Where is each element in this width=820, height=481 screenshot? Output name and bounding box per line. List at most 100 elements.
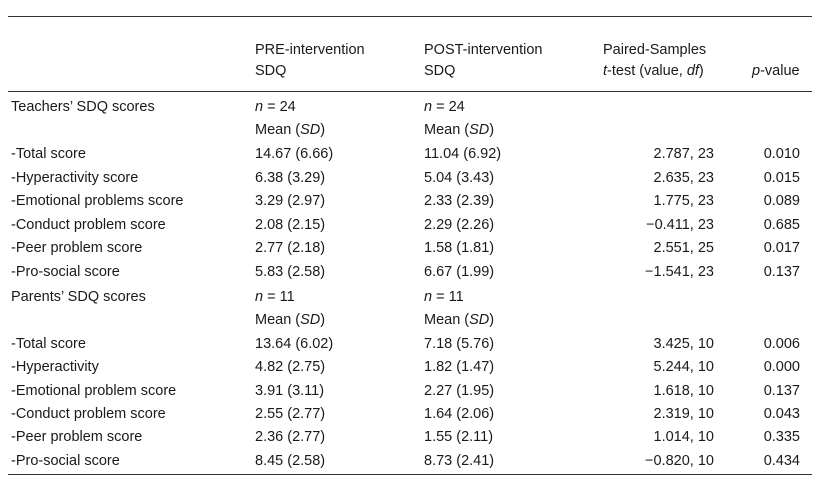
post-value: 1.55 (2.11) (424, 429, 494, 446)
ttest-value: 1.775, 23 (653, 193, 714, 209)
ttest-value: 1.618, 10 (653, 382, 714, 399)
post-value: 2.33 (2.39) (424, 193, 495, 209)
table-top-rule (8, 16, 812, 17)
p-value: 0.017 (763, 240, 800, 256)
mean-label: Mean ( (255, 312, 301, 328)
teachers-mean-sd-post: Mean (SD) (424, 119, 494, 142)
post-value: 2.27 (1.95) (424, 382, 495, 399)
pre-value: 4.82 (2.75) (255, 359, 326, 376)
pre-value: 3.91 (3.11) (255, 382, 325, 399)
sd-label: SD (300, 122, 321, 138)
header-ttest-t: t (603, 63, 608, 79)
teachers-n-pre: n = 24 (255, 96, 296, 119)
ttest-value: −1.541, 23 (645, 263, 714, 280)
sd-label: SD (469, 122, 490, 138)
table-row: -Hyperactivity 4.82 (2.75) 1.82 (1.47) 5.24… (0, 356, 820, 379)
post-value: 1.58 (1.81) (424, 240, 495, 256)
header-post-line2: SDQ (424, 63, 456, 79)
mean-label: Mean ( (424, 312, 470, 328)
ttest-value: 2.551, 25 (653, 240, 714, 256)
sd-label: SD (469, 312, 490, 328)
header-ttest-rest: -test (value, (607, 63, 687, 79)
row-label: -Pro-social score (11, 452, 120, 469)
header-ttest-line2: t-test (value, df) (603, 61, 706, 82)
table-row: -Peer problem score 2.36 (2.77) 1.55 (2.11… (0, 426, 820, 449)
sd-label: SD (300, 312, 321, 328)
header-post-intervention: POST-intervention SDQ (424, 40, 542, 82)
parents-mean-sd-row: Mean (SD) Mean (SD) (0, 309, 820, 332)
p-value: 0.137 (763, 263, 800, 280)
p-value: 0.006 (763, 336, 800, 352)
pre-value: 13.64 (6.02) (255, 336, 334, 352)
post-value: 6.67 (1.99) (424, 263, 495, 280)
table-bottom-rule (8, 474, 812, 475)
teachers-n-post: n = 24 (424, 96, 465, 119)
n-value: = 24 (267, 99, 296, 115)
header-paired-ttest: Paired-Samples t-test (value, df) (603, 40, 706, 82)
p-value: 0.015 (763, 169, 800, 186)
parents-n-post: n = 11 (424, 286, 464, 309)
post-value: 1.82 (1.47) (424, 359, 495, 376)
pre-value: 5.83 (2.58) (255, 263, 326, 280)
mean-label: Mean ( (255, 122, 301, 138)
teachers-mean-sd-row: Mean (SD) Mean (SD) (0, 119, 820, 142)
mean-label: Mean ( (424, 122, 470, 138)
table-row: -Conduct problem score 2.55 (2.77) 1.64 (2… (0, 403, 820, 426)
mean-close: ) (489, 312, 495, 328)
pre-value: 8.45 (2.58) (255, 452, 326, 469)
table-row: -Total score 14.67 (6.66) 11.04 (6.92) 2.78… (0, 143, 820, 166)
mean-close: ) (489, 122, 495, 138)
p-value: 0.685 (763, 216, 800, 233)
teachers-group-label: Teachers’ SDQ scores (11, 99, 155, 115)
row-label: -Conduct problem score (11, 405, 166, 422)
header-ttest-df: df (686, 63, 699, 79)
header-post-line1: POST-intervention (424, 42, 543, 58)
row-label: -Peer problem score (11, 429, 143, 446)
parents-n-pre: n = 11 (255, 286, 295, 309)
p-value: 0.335 (763, 429, 800, 446)
ttest-value: 1.014, 10 (653, 429, 714, 446)
ttest-value: 2.787, 23 (653, 146, 714, 162)
ttest-value: 5.244, 10 (653, 359, 714, 376)
table-row: -Emotional problems score 3.29 (2.97) 2.33… (0, 190, 820, 213)
row-label: -Emotional problems score (11, 193, 184, 209)
ttest-value: −0.411, 23 (646, 216, 714, 233)
p-value: 0.137 (763, 382, 800, 399)
post-value: 2.29 (2.26) (424, 216, 495, 233)
p-value: 0.089 (763, 193, 800, 209)
post-value: 11.04 (6.92) (424, 146, 502, 162)
ttest-value: −0.820, 10 (645, 452, 714, 469)
p-value: 0.010 (763, 146, 800, 162)
pre-value: 14.67 (6.66) (255, 146, 334, 162)
row-label: -Emotional problem score (11, 382, 177, 399)
parents-group-label: Parents’ SDQ scores (11, 289, 146, 305)
teachers-group-row: Teachers’ SDQ scores n = 24 n = 24 (0, 96, 820, 119)
pre-value: 2.08 (2.15) (255, 216, 326, 233)
p-value: 0.000 (763, 359, 800, 376)
mean-close: ) (320, 122, 326, 138)
header-p-italic: p (752, 63, 761, 79)
table-row: -Peer problem score 2.77 (2.18) 1.58 (1.81… (0, 237, 820, 260)
n-symbol: n (424, 289, 433, 305)
parents-mean-sd-post: Mean (SD) (424, 309, 494, 332)
post-value: 8.73 (2.41) (424, 452, 495, 469)
mean-close: ) (320, 312, 326, 328)
post-value: 7.18 (5.76) (424, 336, 495, 352)
pre-value: 2.55 (2.77) (255, 405, 326, 422)
ttest-value: 2.635, 23 (653, 169, 714, 186)
post-value: 5.04 (3.43) (424, 169, 495, 186)
ttest-value: 3.425, 10 (653, 336, 714, 352)
parents-mean-sd-pre: Mean (SD) (255, 309, 325, 332)
header-ttest-end: ) (698, 63, 704, 79)
table-row: -Pro-social score 8.45 (2.58) 8.73 (2.41) −… (0, 450, 820, 473)
n-value: = 11 (267, 289, 295, 305)
header-p-rest: -value (760, 63, 800, 79)
header-p-value: p-value (752, 61, 800, 82)
row-label: -Hyperactivity score (11, 169, 139, 186)
n-value: = 24 (436, 99, 465, 115)
header-rule (8, 91, 812, 92)
header-pre-line1: PRE-intervention (255, 42, 365, 58)
post-value: 1.64 (2.06) (424, 405, 495, 422)
table-row: -Hyperactivity score 6.38 (3.29) 5.04 (3.4… (0, 167, 820, 190)
p-value: 0.043 (763, 405, 800, 422)
